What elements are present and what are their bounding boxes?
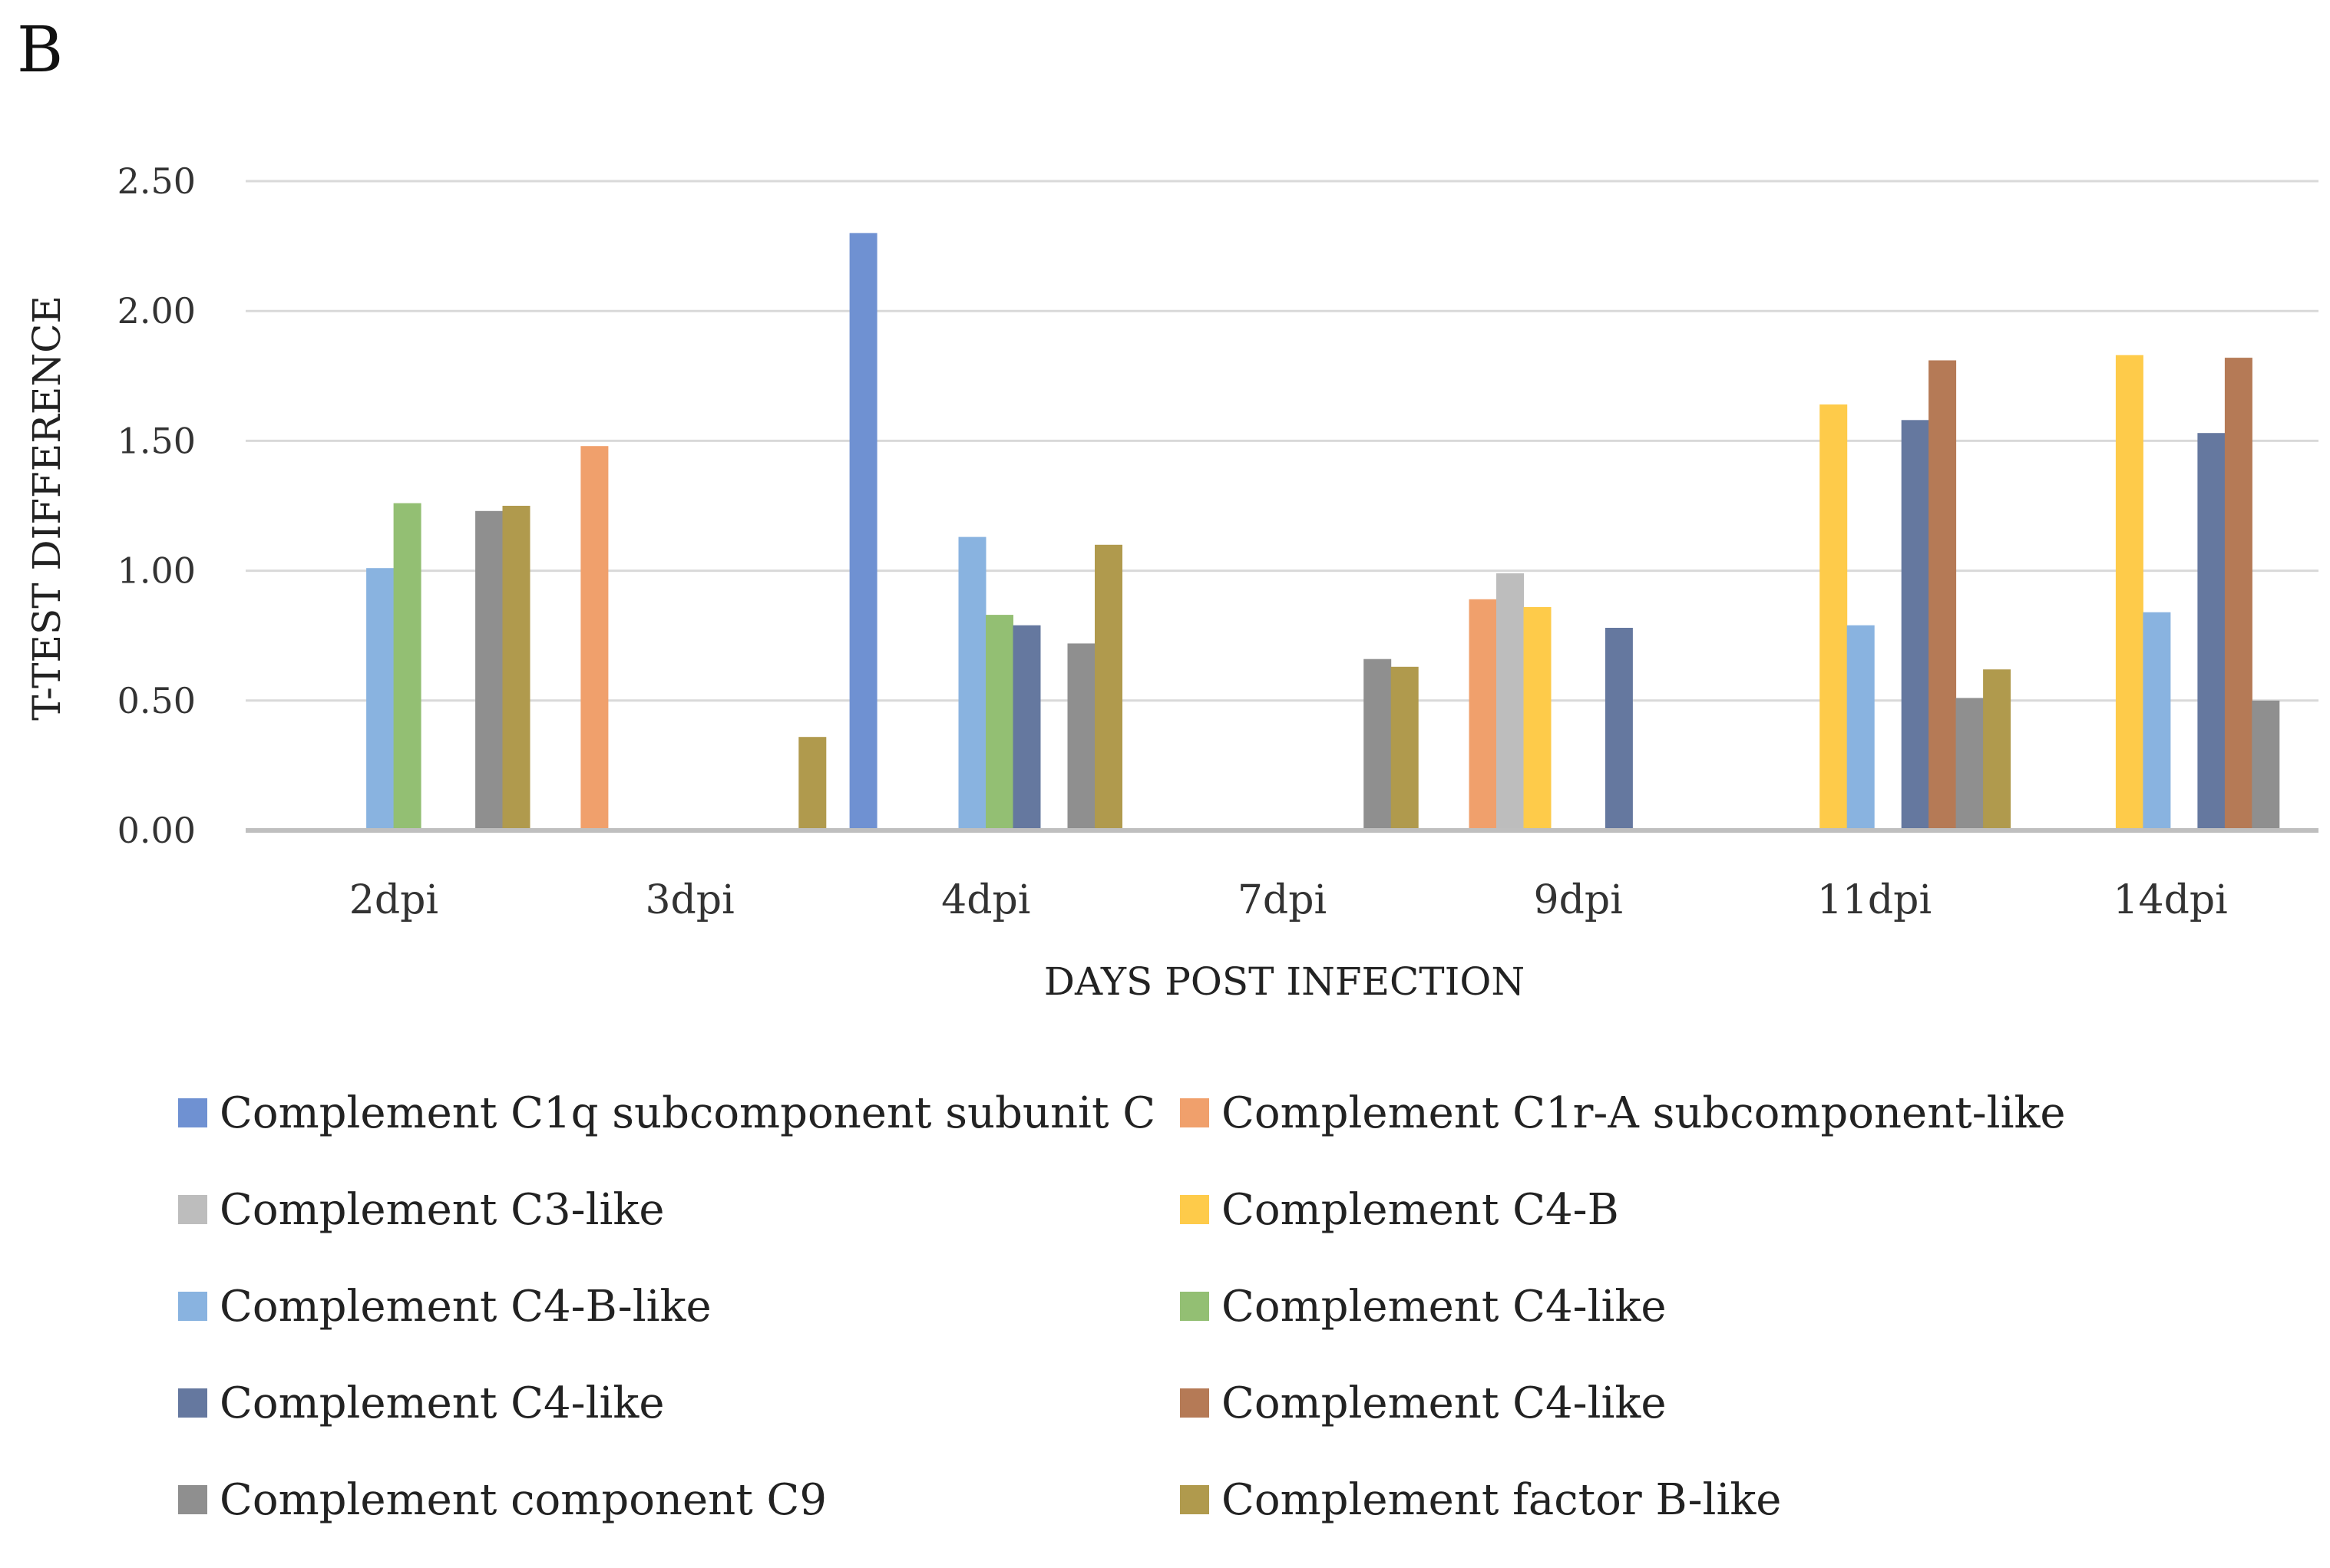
legend-swatch [1180,1292,1209,1321]
legend-item: Complement C4-like [1180,1279,2255,1333]
legend-swatch [178,1195,207,1224]
y-tick-label: 0.00 [117,810,196,851]
bar [1928,360,1957,830]
legend-swatch [178,1098,207,1127]
bar [2197,433,2226,830]
bar [1846,625,1875,830]
x-axis-ticks: 2dpi 3dpi 4dpi 7dpi 9dpi 11dpi 14dpi [349,877,2228,923]
x-tick-label: 9dpi [1534,877,1623,923]
bar [393,503,421,830]
legend-label: Complement C1r-A subcomponent-like [1221,1088,2066,1138]
bar [1496,573,1524,830]
bar-chart: 0.00 0.50 1.00 1.50 2.00 2.50 2dpi 3dpi 4dpi 7dp… [25,160,2318,1004]
legend-swatch [1180,1195,1209,1224]
bar-series [366,233,2280,831]
y-tick-label: 2.00 [117,290,196,332]
y-axis-title: T-TEST DIFFERENCE [25,295,69,721]
bar [1523,607,1552,830]
legend-item: Complement C1r-A subcomponent-like [1180,1086,2255,1140]
bar [1013,625,1041,830]
legend-label: Complement factor B-like [1221,1474,1782,1525]
legend-label: Complement C4-like [1221,1281,1667,1332]
legend-label: Complement C4-B [1221,1184,1619,1235]
legend-label: Complement C4-like [1221,1378,1667,1428]
x-tick-label: 2dpi [349,877,438,923]
bar [798,737,827,830]
legend-item: Complement C4-B-like [178,1279,1180,1333]
legend-label: Complement component C9 [220,1474,827,1525]
bar [849,233,877,830]
bar [1605,628,1633,830]
bar [1819,404,1848,830]
bar [1901,420,1929,830]
bar [2224,358,2252,831]
y-tick-label: 1.50 [117,420,196,461]
x-tick-label: 4dpi [941,877,1030,923]
x-tick-label: 14dpi [2113,877,2227,923]
bar [1983,669,2011,830]
x-tick-label: 7dpi [1238,877,1327,923]
x-tick-label: 3dpi [645,877,734,923]
bar [1955,698,1984,830]
bar [1469,599,1497,830]
panel-label: B [17,14,64,87]
bar [958,536,987,830]
y-tick-label: 2.50 [117,160,196,202]
bar [580,446,609,830]
bar [986,615,1013,830]
legend-swatch [178,1388,207,1418]
legend-label: Complement C1q subcomponent subunit C [220,1088,1156,1138]
y-tick-label: 0.50 [117,680,196,721]
bar [1067,643,1096,830]
legend-swatch [1180,1485,1209,1514]
bar [2252,700,2280,830]
legend-item: Complement component C9 [178,1473,1180,1527]
legend-swatch [1180,1388,1209,1418]
legend-label: Complement C3-like [220,1184,665,1235]
x-axis-title: DAYS POST INFECTION [1044,959,1525,1004]
bar [1390,666,1419,830]
x-tick-label: 11dpi [1817,877,1932,923]
y-tick-label: 1.00 [117,550,196,592]
legend-label: Complement C4-like [220,1378,665,1428]
legend-swatch [1180,1098,1209,1127]
gridlines [246,180,2318,702]
legend-item: Complement C4-like [178,1376,1180,1430]
bar [1363,659,1392,830]
y-axis-ticks: 0.00 0.50 1.00 1.50 2.00 2.50 [117,160,196,851]
legend: Complement C1q subcomponent subunit C Com… [178,1086,2312,1527]
legend-swatch [178,1292,207,1321]
legend-item: Complement C4-B [1180,1183,2255,1236]
bar [2143,612,2171,830]
legend-label: Complement C4-B-like [220,1281,712,1332]
bar [2115,355,2143,830]
bar [1095,544,1122,830]
legend-item: Complement C1q subcomponent subunit C [178,1086,1180,1140]
bar [475,510,504,830]
legend-item: Complement C4-like [1180,1376,2255,1430]
bar [366,568,395,830]
legend-item: Complement factor B-like [1180,1473,2255,1527]
legend-swatch [178,1485,207,1514]
legend-item: Complement C3-like [178,1183,1180,1236]
bar [502,506,530,830]
